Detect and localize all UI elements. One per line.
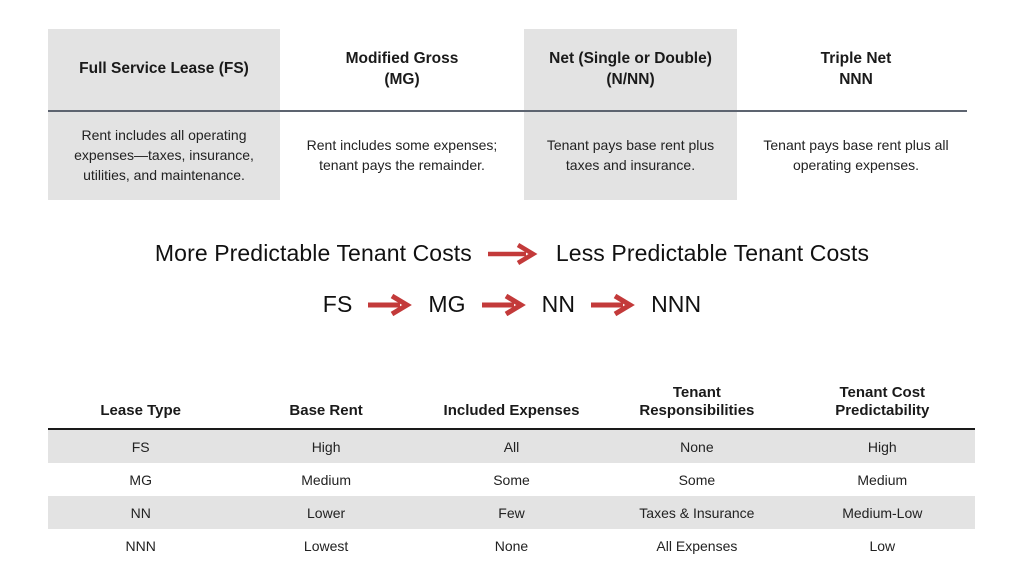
summary-cell-base-rent: High [311, 438, 341, 455]
right-arrow-icon [486, 241, 542, 267]
summary-cell-base-rent: Lowest [303, 537, 349, 554]
sequence-step-mg: MG [428, 291, 466, 317]
summary-cell-lease-type: NN [130, 504, 151, 521]
summary-cell-tenant-responsibilities: Taxes & Insurance [639, 504, 755, 521]
comparison-header-net: Net (Single or Double) (N/NN) [549, 50, 712, 88]
comparison-description-net: Tenant pays base rent plus taxes and ins… [546, 136, 715, 173]
summary-cell-base-rent: Lower [307, 504, 346, 521]
comparison-description-modified-gross: Rent includes some expenses; tenant pays… [306, 136, 498, 173]
right-arrow-icon [480, 292, 528, 318]
lease-summary-table: Lease Type Base Rent Included Expenses T… [48, 372, 975, 562]
summary-cell-included-expenses: Some [493, 471, 530, 488]
sequence-step-nn: NN [541, 291, 576, 317]
summary-cell-included-expenses: Few [498, 504, 525, 521]
comparison-header-full-service-lease: Full Service Lease (FS) [79, 60, 249, 78]
summary-header-base-rent: Base Rent [289, 402, 363, 420]
summary-cell-tenant-responsibilities: All Expenses [656, 537, 738, 554]
summary-cell-included-expenses: None [494, 537, 529, 554]
summary-cell-included-expenses: All [503, 438, 520, 455]
right-arrow-icon [589, 292, 637, 318]
table-row: FS High All None High [48, 430, 975, 463]
lease-comparison-table: Full Service Lease (FS) Modified Gross (… [48, 29, 975, 200]
comparison-description-triple-net: Tenant pays base rent plus all operating… [763, 136, 949, 173]
right-arrow-icon [366, 292, 414, 318]
summary-cell-lease-type: NNN [125, 537, 156, 554]
table-row: NNN Lowest None All Expenses Low [48, 529, 975, 562]
comparison-table-divider [48, 110, 967, 112]
summary-table-header-divider [48, 428, 975, 430]
summary-cell-tenant-cost-predictability: Low [869, 537, 896, 554]
summary-cell-lease-type: FS [131, 438, 150, 455]
summary-header-included-expenses: Included Expenses [443, 402, 580, 420]
comparison-header-triple-net: Triple Net NNN [820, 50, 892, 88]
summary-header-lease-type: Lease Type [100, 402, 181, 420]
sequence-step-nnn: NNN [651, 291, 702, 317]
summary-header-tenant-responsibilities: Tenant Responsibilities [639, 383, 755, 420]
predictability-spectrum-row: More Predictable Tenant Costs Less Predi… [0, 240, 1024, 267]
summary-cell-tenant-responsibilities: Some [678, 471, 716, 488]
sequence-step-fs: FS [322, 291, 353, 317]
summary-header-tenant-cost-predictability: Tenant Cost Predictability [835, 383, 930, 420]
predictability-flow-section: More Predictable Tenant Costs Less Predi… [0, 240, 1024, 318]
lease-sequence-row: FS MG NN NNN [0, 291, 1024, 318]
summary-cell-tenant-cost-predictability: High [867, 438, 897, 455]
predictability-right-label: Less Predictable Tenant Costs [555, 240, 870, 266]
summary-cell-base-rent: Medium [301, 471, 351, 488]
summary-cell-lease-type: MG [129, 471, 152, 488]
table-row: NN Lower Few Taxes & Insurance Medium-Lo… [48, 496, 975, 529]
summary-cell-tenant-cost-predictability: Medium [857, 471, 908, 488]
summary-table-header-row: Lease Type Base Rent Included Expenses T… [48, 372, 975, 428]
comparison-table-grid: Full Service Lease (FS) Modified Gross (… [48, 29, 975, 200]
comparison-description-full-service-lease: Rent includes all operating expenses—tax… [74, 126, 254, 184]
comparison-header-modified-gross: Modified Gross (MG) [345, 50, 459, 88]
summary-cell-tenant-responsibilities: None [680, 438, 714, 455]
predictability-left-label: More Predictable Tenant Costs [154, 240, 472, 266]
summary-cell-tenant-cost-predictability: Medium-Low [842, 504, 923, 521]
table-row: MG Medium Some Some Medium [48, 463, 975, 496]
